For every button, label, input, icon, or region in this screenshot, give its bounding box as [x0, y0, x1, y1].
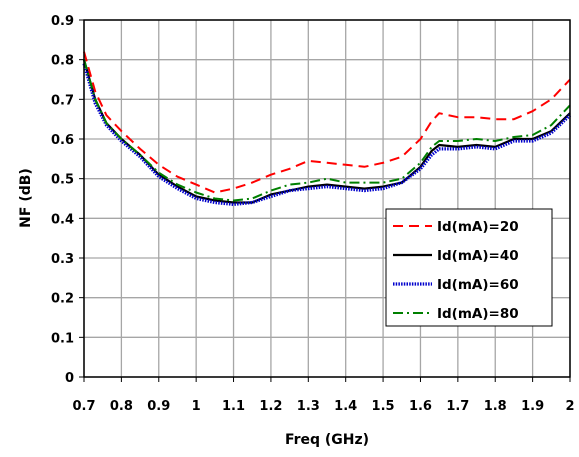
y-tick-labels: 0 0.1 0.2 0.3 0.4 0.5 0.6 0.7 0.8 0.9 — [51, 14, 84, 386]
legend-label-2: Id(mA)=40 — [437, 248, 519, 264]
x-tick-label: 1.4 — [334, 399, 357, 414]
legend-box — [385, 208, 553, 327]
x-axis-title: Freq (GHz) — [285, 432, 369, 448]
y-tick-label: 0.5 — [51, 173, 74, 188]
y-tick-label: 0.9 — [51, 14, 74, 29]
y-tick-label: 0.8 — [51, 54, 74, 69]
y-tick-label: 0.3 — [51, 252, 74, 267]
x-tick-label: 1.3 — [297, 399, 320, 414]
legend-label-1: Id(mA)=20 — [437, 219, 519, 235]
x-tick-label: 1.5 — [372, 399, 395, 414]
x-tick-label: 0.8 — [110, 399, 133, 414]
series-line-2 — [82, 59, 571, 204]
x-tick-label: 1.1 — [222, 399, 245, 414]
y-tick-label: 0.6 — [51, 133, 74, 148]
legend-label-3: Id(mA)=60 — [437, 277, 519, 293]
x-tick-labels: 0.7 0.8 0.9 1 1.1 1.2 1.3 1.4 1.5 1.6 1.7 1.8 1.9 2 — [72, 377, 575, 414]
x-tick-label: 2 — [565, 399, 574, 414]
series-line-4 — [83, 59, 571, 202]
y-tick-label: 0.4 — [51, 212, 74, 227]
x-tick-label: 1.2 — [259, 399, 282, 414]
x-tick-label: 0.7 — [72, 399, 95, 414]
y-tick-label: 0 — [65, 371, 74, 386]
legend-label-4: Id(mA)=80 — [437, 306, 519, 322]
series-lines — [82, 51, 572, 206]
y-tick-label: 0.7 — [51, 93, 74, 108]
x-tick-label: 0.9 — [147, 399, 170, 414]
x-tick-label: 1 — [192, 399, 201, 414]
y-tick-label: 0.1 — [51, 331, 74, 346]
x-tick-label: 1.8 — [484, 399, 507, 414]
y-tick-label: 0.2 — [51, 292, 74, 307]
y-axis-title: NF (dB) — [18, 168, 34, 228]
legend: Id(mA)=20 Id(mA)=40 Id(mA)=60 Id(mA)=80 — [385, 208, 553, 327]
x-tick-label: 1.7 — [446, 399, 469, 414]
x-tick-label: 1.9 — [521, 399, 544, 414]
series-line-1 — [83, 51, 571, 194]
x-tick-label: 1.6 — [409, 399, 432, 414]
series-line-3 — [82, 63, 572, 206]
plot-frame — [83, 19, 571, 378]
